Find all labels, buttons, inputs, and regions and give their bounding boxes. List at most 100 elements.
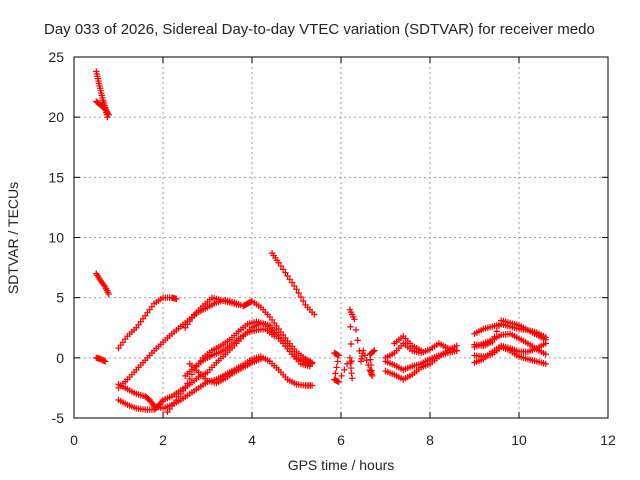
data-point	[348, 357, 355, 365]
data-point	[361, 352, 369, 359]
data-point	[188, 314, 196, 322]
chart-title: Day 033 of 2026, Sidereal Day-to-day VTE…	[44, 21, 595, 38]
data-point	[279, 266, 287, 273]
x-axis-label: GPS time / hours	[288, 457, 395, 473]
series-arc-n	[331, 306, 378, 386]
data-point	[333, 364, 340, 371]
series-arc-d	[93, 354, 109, 365]
x-tick-labels: 0 2 4 6 8 10 12	[70, 432, 616, 448]
data-point	[417, 347, 425, 354]
data-point	[184, 380, 191, 387]
data-point	[104, 110, 112, 117]
data-point	[352, 326, 360, 334]
series-arc-o	[382, 340, 460, 362]
data-point	[158, 398, 166, 405]
data-point	[101, 358, 109, 365]
data-point	[495, 322, 503, 330]
data-point	[277, 262, 285, 270]
series-arc-l	[182, 294, 242, 331]
data-point	[271, 332, 278, 340]
y-tick-label: 0	[56, 350, 64, 366]
data-point	[275, 259, 282, 266]
x-tick-label: 8	[426, 432, 434, 448]
series-arc-w	[471, 340, 549, 366]
data-point	[370, 348, 377, 355]
grid-lines	[74, 57, 608, 418]
data-point	[257, 355, 265, 363]
data-point	[297, 293, 305, 301]
data-point	[235, 301, 242, 309]
series-arc-f	[115, 353, 316, 412]
data-point	[542, 340, 549, 347]
y-tick-label: -5	[52, 410, 65, 426]
x-tick-label: 10	[511, 432, 527, 448]
data-point	[334, 378, 341, 385]
plot-frame	[73, 56, 609, 419]
data-point	[284, 272, 291, 280]
data-point	[335, 378, 342, 386]
data-point	[186, 375, 193, 383]
data-point	[306, 363, 314, 370]
series-arc-r	[391, 332, 425, 354]
data-point	[453, 342, 460, 349]
series-arc-e	[115, 294, 180, 352]
data-point	[542, 334, 549, 341]
data-point	[308, 359, 316, 366]
data-point	[186, 317, 193, 325]
y-tick-label: 5	[56, 290, 64, 306]
series-arc-b	[93, 98, 112, 118]
y-tick-label: 20	[48, 109, 64, 125]
data-point	[334, 358, 341, 365]
data-point	[295, 289, 302, 297]
data-point	[367, 356, 374, 363]
x-tick-label: 2	[159, 432, 167, 448]
data-point	[368, 367, 375, 374]
data-point	[368, 372, 376, 380]
series-arc-m	[268, 249, 318, 318]
x-tick-label: 12	[600, 432, 616, 448]
data-point	[351, 316, 358, 323]
data-point	[335, 352, 342, 359]
data-point	[288, 279, 296, 286]
y-tick-label: 10	[48, 230, 64, 246]
data-point	[184, 321, 191, 328]
data-point	[334, 351, 341, 359]
data-point	[347, 323, 354, 331]
data-point	[493, 328, 500, 335]
series-arc-q	[382, 342, 460, 383]
data-point	[338, 372, 345, 380]
data-point	[105, 290, 112, 298]
data-point	[286, 276, 294, 283]
data-point	[332, 370, 339, 377]
data-point	[173, 295, 180, 303]
data-point	[100, 357, 108, 365]
data-point	[347, 340, 355, 348]
data-point	[348, 375, 356, 382]
data-point	[182, 324, 189, 331]
x-tick-label: 6	[337, 432, 345, 448]
data-points	[93, 68, 549, 416]
data-point	[291, 282, 298, 290]
data-point	[491, 333, 498, 340]
data-point	[542, 360, 549, 368]
data-point	[247, 298, 255, 306]
series-arc-h	[115, 296, 316, 392]
data-point	[282, 269, 289, 276]
data-point	[149, 401, 157, 408]
y-tick-labels: -5 0 5 10 15 20 25	[48, 49, 64, 426]
data-point	[311, 311, 318, 318]
data-point	[341, 366, 348, 374]
x-tick-label: 0	[70, 432, 78, 448]
data-point	[489, 338, 496, 346]
data-point	[105, 111, 112, 118]
series-arc-c	[93, 270, 112, 298]
y-axis-label: SDTVAR / TECUs	[5, 182, 21, 294]
data-point	[367, 361, 375, 369]
data-point	[371, 347, 378, 354]
data-point	[343, 360, 351, 368]
data-point	[299, 297, 307, 305]
data-point	[354, 337, 361, 344]
data-point	[360, 347, 367, 354]
y-tick-label: 25	[48, 49, 64, 65]
